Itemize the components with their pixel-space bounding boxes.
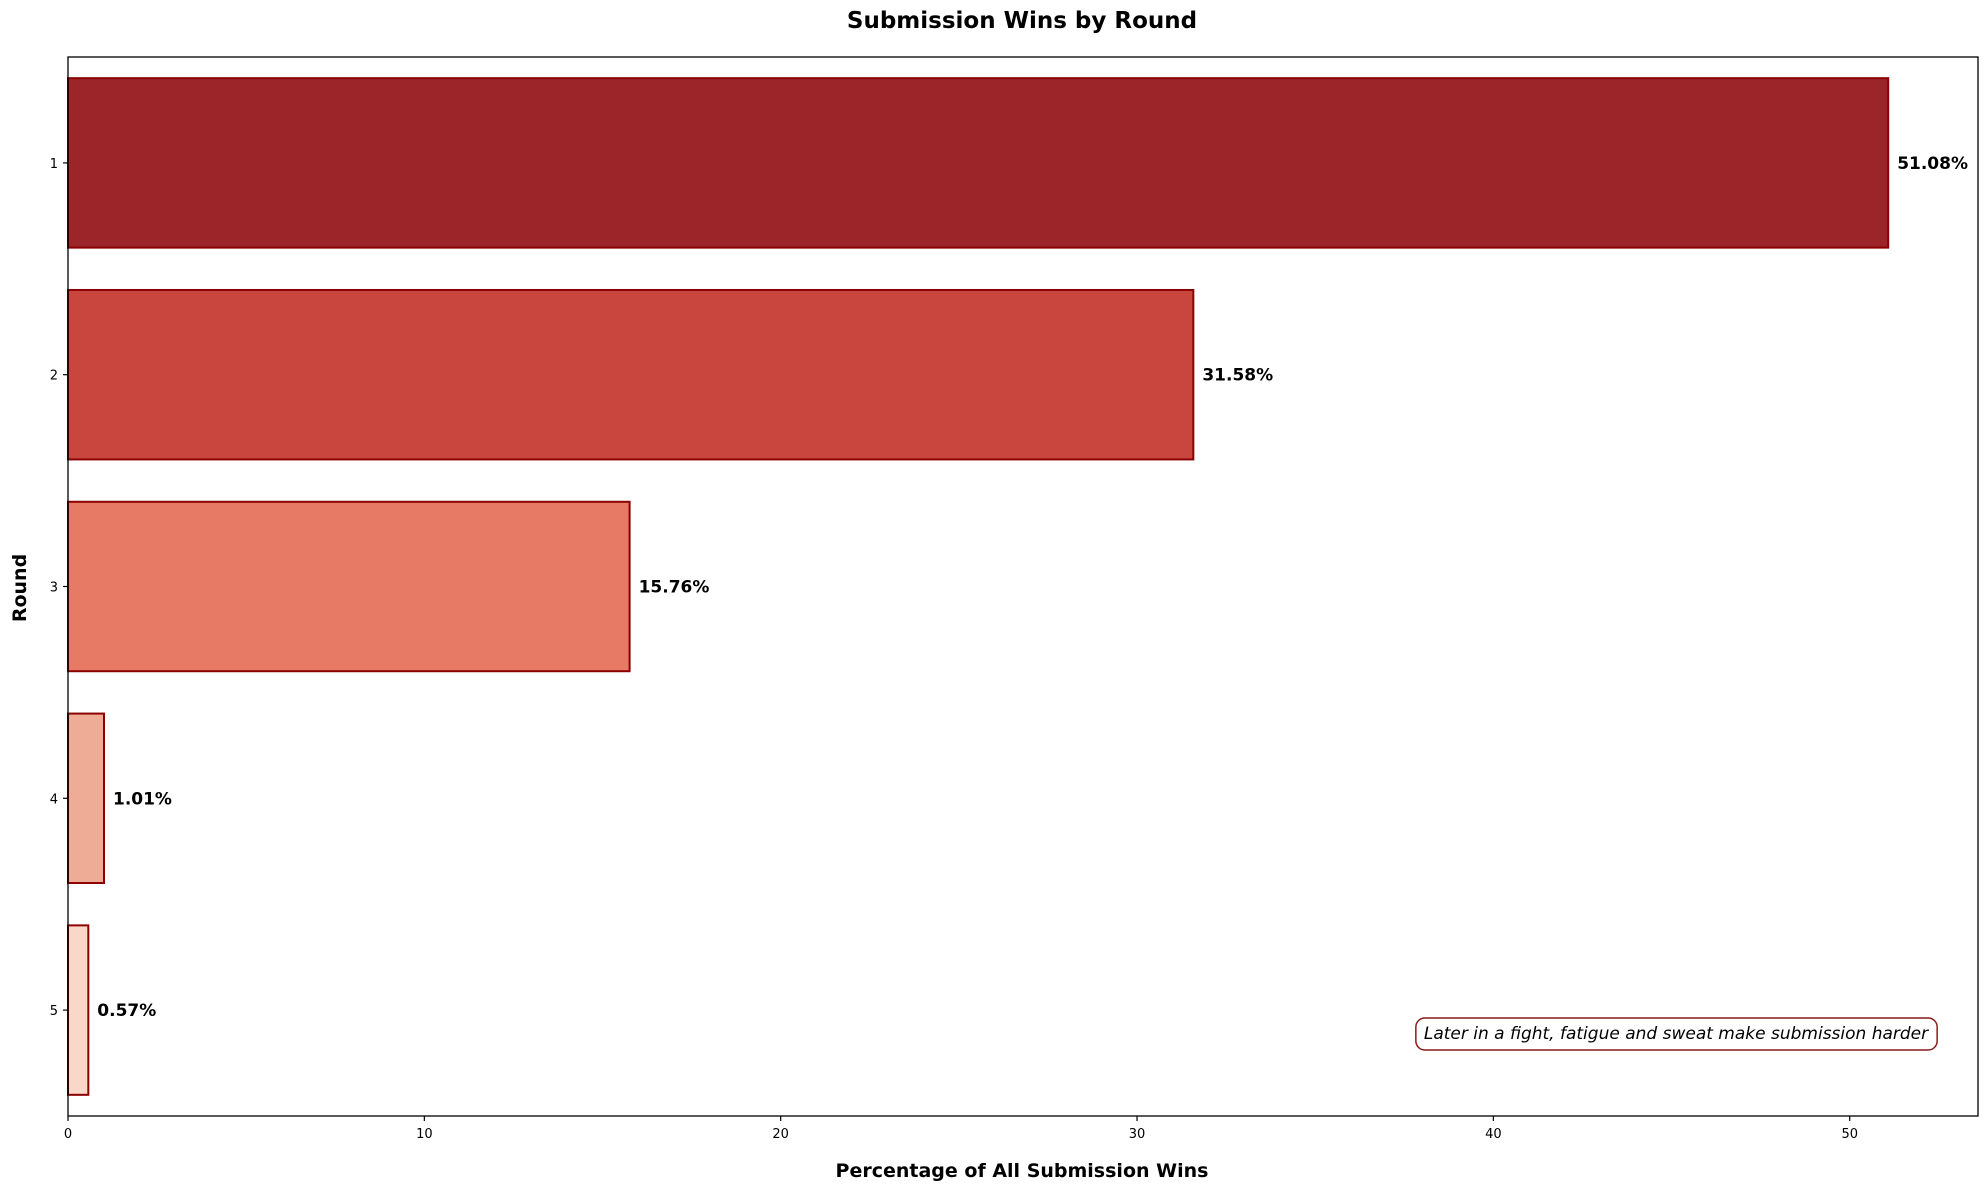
data-label-group: 51.08% 31.58% 15.76% 1.01% 0.57% [97, 154, 1968, 1021]
y-tick-label: 1 [50, 157, 58, 172]
bar-round-1 [67, 77, 1890, 249]
plot-area: 51.08%31.58%15.76%1.01%0.57% 0 10 20 30 40 50… [50, 56, 1979, 1142]
x-tick-label: 10 [416, 1127, 433, 1142]
bar-round-4 [67, 712, 105, 885]
y-axis-label: Round [9, 554, 31, 622]
y-tick-label: 3 [50, 581, 58, 596]
y-tick-label: 5 [50, 1004, 58, 1019]
data-label-round-2: 31.58% [1202, 366, 1273, 386]
bar-round-2 [67, 288, 1195, 461]
annotation-frame [1415, 1017, 1938, 1051]
x-tick-label: 50 [1841, 1127, 1858, 1142]
x-tick-label: 40 [1485, 1127, 1502, 1142]
x-tick-label: 0 [64, 1127, 72, 1142]
bar-round-5 [67, 924, 90, 1096]
y-tick-label: 2 [50, 369, 58, 384]
annotation-text: Later in a fight, fatigue and sweat make… [1424, 1024, 1929, 1044]
x-tick-label: 20 [772, 1127, 789, 1142]
x-axis-ticks: 0 10 20 30 40 50 [64, 1116, 1858, 1142]
x-tick-label: 30 [1129, 1127, 1146, 1142]
bar-group [67, 77, 1890, 1096]
data-label-round-5: 0.57% [97, 1001, 156, 1021]
chart-title: Submission Wins by Round [847, 8, 1197, 34]
x-axis-label: Percentage of All Submission Wins [836, 1160, 1209, 1182]
y-tick-label: 4 [50, 792, 58, 807]
data-label-round-3: 15.76% [639, 578, 710, 598]
y-axis-ticks: 1 2 3 4 5 [50, 157, 68, 1019]
data-label-round-1: 51.08% [1897, 154, 1968, 174]
annotation-box: Later in a fight, fatigue and sweat make… [1415, 1017, 1938, 1051]
data-label-round-4: 1.01% [113, 789, 172, 809]
bar-round-3 [67, 500, 631, 673]
